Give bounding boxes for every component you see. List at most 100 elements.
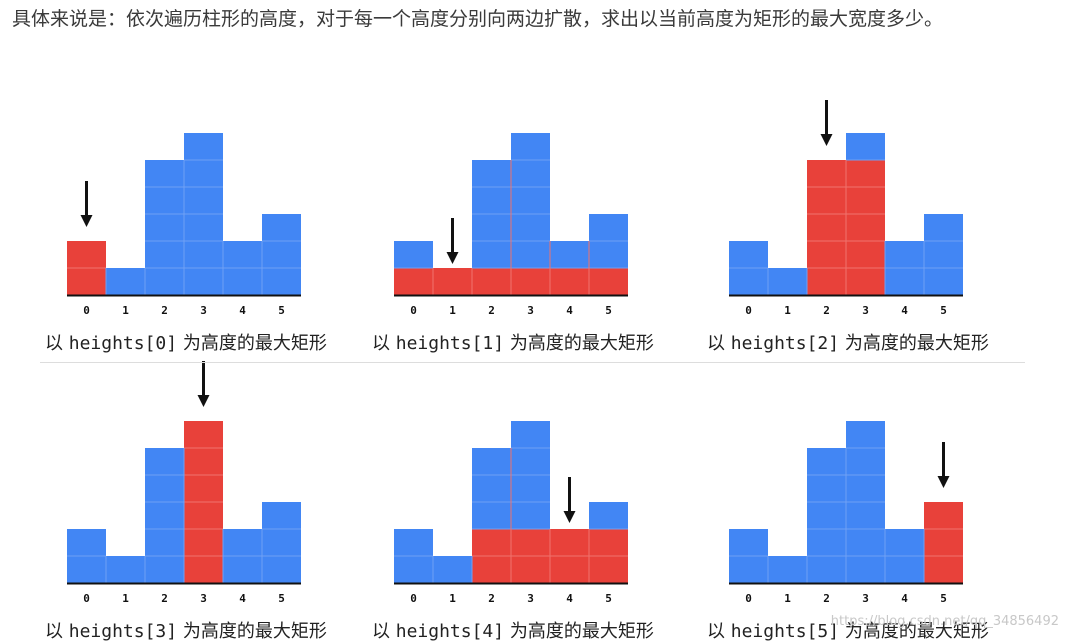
tick-label: 2 <box>488 304 495 317</box>
bar <box>550 529 589 583</box>
tick-label: 3 <box>200 304 207 317</box>
caption-prefix: 以 <box>372 621 396 642</box>
max-rectangle <box>67 241 106 295</box>
caption-code: heights[3] <box>68 621 178 642</box>
bar <box>924 502 963 583</box>
caption-suffix: 为高度的最大矩形 <box>504 621 654 642</box>
caption-suffix: 为高度的最大矩形 <box>177 333 327 354</box>
bar <box>729 529 768 583</box>
bar <box>145 160 184 295</box>
arrow-head <box>80 215 93 227</box>
tick-label: 5 <box>605 592 612 605</box>
tick-label: 4 <box>239 304 246 317</box>
caption-prefix: 以 <box>45 333 69 354</box>
chart-caption: 以 heights[5] 为高度的最大矩形 <box>707 617 989 643</box>
chart-caption: 以 heights[4] 为高度的最大矩形 <box>372 617 654 643</box>
bar <box>67 529 106 583</box>
bar <box>106 268 145 295</box>
caption-code: heights[2] <box>730 333 840 354</box>
tick-label: 0 <box>410 304 417 317</box>
bar <box>885 241 924 295</box>
caption-prefix: 以 <box>45 621 69 642</box>
tick-label: 0 <box>410 592 417 605</box>
tick-label: 5 <box>278 304 285 317</box>
tick-label: 5 <box>940 304 947 317</box>
caption-prefix: 以 <box>707 333 731 354</box>
chart-caption: 以 heights[2] 为高度的最大矩形 <box>707 329 989 355</box>
bar <box>924 214 963 295</box>
caption-prefix: 以 <box>707 621 731 642</box>
tick-label: 4 <box>566 592 573 605</box>
tick-label: 0 <box>83 304 90 317</box>
bar <box>262 502 301 583</box>
arrow-head <box>563 511 576 523</box>
max-rectangle <box>394 268 628 295</box>
caption-suffix: 为高度的最大矩形 <box>839 621 989 642</box>
bar <box>145 448 184 583</box>
tick-label: 2 <box>161 592 168 605</box>
chart-caption: 以 heights[3] 为高度的最大矩形 <box>45 617 327 643</box>
bar <box>262 214 301 295</box>
max-rectangle <box>924 502 963 583</box>
tick-label: 0 <box>83 592 90 605</box>
arrow-head <box>937 476 950 488</box>
bar <box>807 160 846 295</box>
bar <box>223 241 262 295</box>
tick-label: 2 <box>488 592 495 605</box>
bar <box>729 241 768 295</box>
bar <box>394 241 433 295</box>
caption-suffix: 为高度的最大矩形 <box>504 333 654 354</box>
caption-code: heights[4] <box>395 621 505 642</box>
bar <box>768 268 807 295</box>
bar <box>589 214 628 295</box>
bar <box>106 556 145 583</box>
bar <box>807 448 846 583</box>
tick-label: 1 <box>122 304 129 317</box>
caption-prefix: 以 <box>372 333 396 354</box>
tick-label: 1 <box>122 592 129 605</box>
caption-code: heights[5] <box>730 621 840 642</box>
tick-label: 1 <box>449 592 456 605</box>
arrow-head <box>820 134 833 146</box>
max-rectangle <box>807 160 885 295</box>
tick-label: 4 <box>239 592 246 605</box>
tick-label: 3 <box>862 304 869 317</box>
tick-label: 2 <box>823 592 830 605</box>
max-rectangle <box>184 421 223 583</box>
caption-suffix: 为高度的最大矩形 <box>839 333 989 354</box>
bar <box>394 529 433 583</box>
tick-label: 3 <box>527 304 534 317</box>
chart-caption: 以 heights[1] 为高度的最大矩形 <box>372 329 654 355</box>
bar <box>433 268 472 295</box>
bar <box>184 421 223 583</box>
tick-label: 1 <box>784 304 791 317</box>
bar <box>768 556 807 583</box>
tick-label: 0 <box>745 304 752 317</box>
chart-caption: 以 heights[0] 为高度的最大矩形 <box>45 329 327 355</box>
bar <box>472 160 511 295</box>
arrow-head <box>446 252 459 264</box>
bar <box>184 133 223 295</box>
caption-suffix: 为高度的最大矩形 <box>177 621 327 642</box>
tick-label: 1 <box>784 592 791 605</box>
max-rectangle <box>472 529 628 583</box>
bar <box>67 241 106 295</box>
row-divider <box>40 362 1025 363</box>
tick-label: 4 <box>901 592 908 605</box>
tick-label: 1 <box>449 304 456 317</box>
bar <box>472 448 511 583</box>
bar <box>550 241 589 295</box>
tick-label: 4 <box>901 304 908 317</box>
tick-label: 5 <box>605 304 612 317</box>
caption-code: heights[1] <box>395 333 505 354</box>
bar <box>511 133 550 295</box>
tick-label: 2 <box>161 304 168 317</box>
tick-label: 4 <box>566 304 573 317</box>
